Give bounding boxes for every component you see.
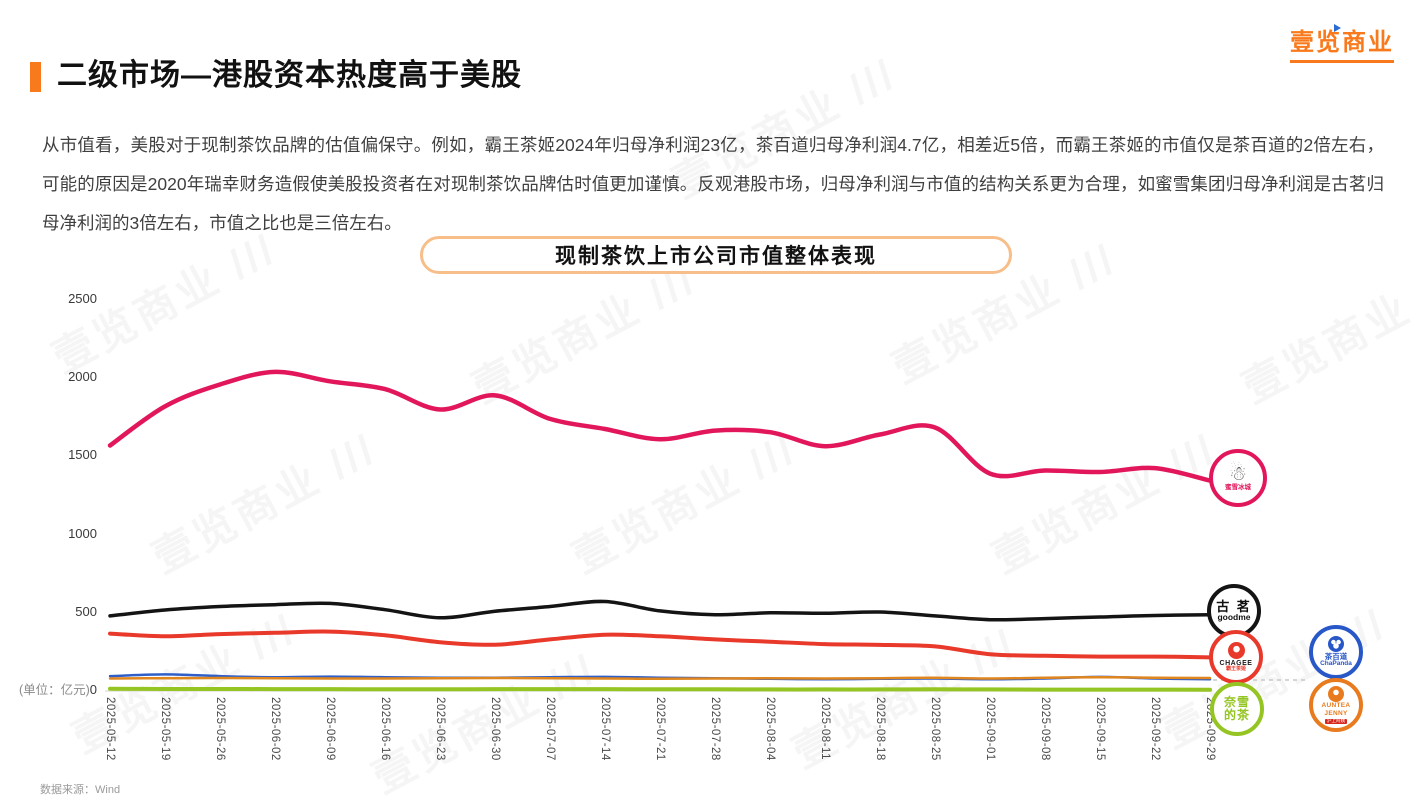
goodme-cn-label: 古 茗 [1216, 598, 1252, 614]
x-tick-label: 2025-05-19 [159, 697, 171, 761]
badge-mixue-bingcheng: ☃ 蜜雪冰城 [1209, 449, 1267, 507]
auntea-logo-icon [1328, 686, 1344, 703]
chapanda-cn-label: 茶百道 [1324, 652, 1348, 662]
y-tick-label: 500 [75, 603, 97, 619]
series-line-3 [108, 673, 1212, 681]
series-line-5 [108, 686, 1212, 692]
chagee-en-label: CHAGEE [1219, 659, 1253, 667]
snowman-icon: ☃ [1229, 463, 1247, 486]
watermark: 壹览商业 /// [144, 424, 385, 582]
x-tick-label: 2025-07-07 [544, 697, 556, 761]
y-axis-unit-label: (单位：亿元)0 [2, 679, 97, 698]
y-tick-label: 2000 [68, 369, 97, 385]
x-tick-label: 2025-06-02 [269, 697, 281, 761]
nayuki-label-line2: 的茶 [1223, 708, 1250, 722]
badge-nayuki: 奈雪 的茶 [1210, 682, 1264, 736]
goodme-en-label: goodme [1217, 612, 1251, 623]
x-tick-label: 2025-07-14 [599, 697, 611, 761]
x-tick-label: 2025-07-21 [654, 697, 666, 761]
badge-chagee: CHAGEE 霸王茶姬 [1209, 630, 1263, 684]
x-tick-label: 2025-08-04 [764, 697, 776, 761]
chagee-cn-label: 霸王茶姬 [1225, 666, 1246, 673]
y-tick-label: 1000 [68, 525, 97, 541]
watermark: 壹览商业 /// [364, 644, 605, 801]
series-line-1 [108, 599, 1212, 622]
page-title: 二级市场—港股资本热度高于美股 [57, 59, 522, 92]
chart-title: 现制茶饮上市公司市值整体表现 [420, 236, 1012, 274]
title-accent-bar [30, 62, 41, 92]
series-line-0 [107, 369, 1213, 483]
watermark: 壹览商业 /// [1234, 254, 1412, 412]
zero-tick: 0 [89, 682, 97, 697]
x-tick-label: 2025-09-22 [1149, 697, 1161, 761]
x-tick-label: 2025-09-01 [984, 697, 996, 761]
badge-auntea-jenny: AUNTEA JENNY 沪上阿姨 [1309, 678, 1363, 732]
auntea-cn-label: 沪上阿姨 [1325, 717, 1347, 724]
auntea-en-label-2: JENNY [1324, 710, 1348, 718]
x-tick-label: 2025-06-23 [434, 697, 446, 761]
x-tick-label: 2025-06-09 [324, 697, 336, 761]
x-tick-label: 2025-06-30 [489, 697, 501, 761]
panda-icon [1328, 636, 1344, 653]
mixue-label: 蜜雪冰城 [1225, 484, 1251, 492]
y-tick-label: 1500 [68, 447, 97, 463]
body-paragraph: 从市值看，美股对于现制茶饮品牌的估值偏保守。例如，霸王茶姬2024年归母净利润2… [42, 135, 1384, 233]
x-tick-label: 2025-05-26 [214, 697, 226, 761]
x-tick-label: 2025-08-25 [929, 697, 941, 761]
brand-logo: 壹览商业 [1290, 22, 1394, 63]
watermark: 壹览商业 /// [1154, 599, 1395, 757]
data-source-note: 数据来源：Wind [40, 784, 121, 796]
chagee-logo-icon [1227, 641, 1245, 659]
x-tick-label: 2025-07-28 [709, 697, 721, 761]
watermark: 壹览商业 /// [564, 424, 805, 582]
logo-triangle-icon [1334, 24, 1341, 32]
x-tick-label: 2025-09-08 [1039, 697, 1051, 761]
y-tick-label: 2500 [68, 291, 97, 306]
brand-logo-text: 壹览商业 [1290, 29, 1394, 56]
nayuki-label-line1: 奈雪 [1223, 695, 1250, 710]
x-tick-label: 2025-08-18 [874, 697, 886, 761]
x-tick-label: 2025-05-12 [104, 697, 116, 761]
series-line-4 [108, 675, 1212, 681]
watermark: 壹览商业 /// [984, 424, 1225, 582]
badge-chapanda: 茶百道 ChaPanda [1309, 625, 1363, 679]
x-tick-label: 2025-06-16 [379, 697, 391, 761]
chapanda-en-label: ChaPanda [1320, 660, 1352, 668]
auntea-en-label-1: AUNTEA [1321, 702, 1351, 710]
x-tick-label: 2025-09-15 [1094, 697, 1106, 761]
series-line-2 [108, 629, 1212, 660]
x-tick-label: 2025-08-11 [819, 697, 831, 760]
unit-text: (单位：亿元) [18, 683, 90, 697]
